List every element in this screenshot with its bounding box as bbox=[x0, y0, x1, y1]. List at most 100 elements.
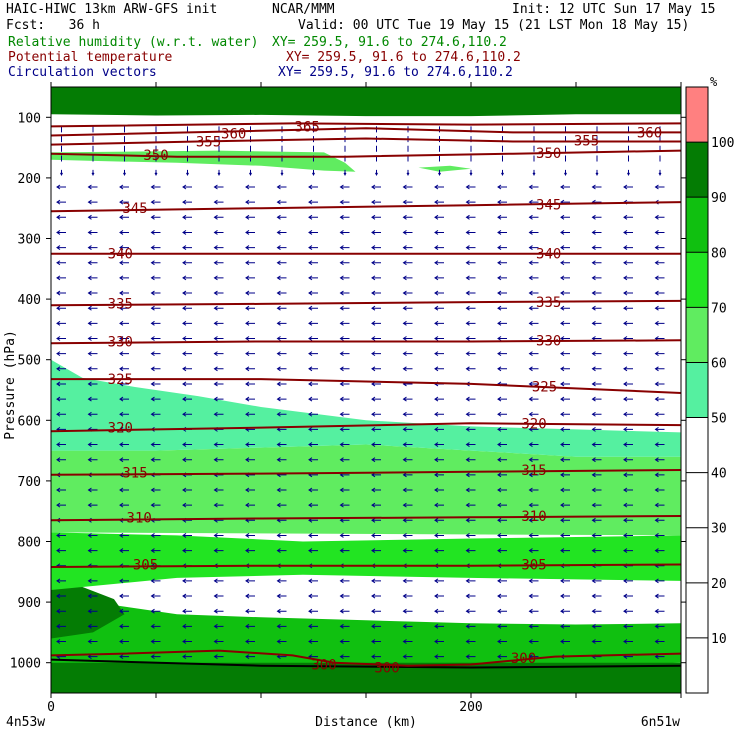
wind-vector bbox=[528, 411, 539, 417]
wind-vector bbox=[56, 336, 66, 341]
wind-vector bbox=[308, 502, 318, 508]
wind-vector bbox=[87, 623, 98, 629]
wind-vector bbox=[434, 472, 444, 478]
wind-vector bbox=[591, 548, 602, 554]
wind-vector bbox=[308, 290, 318, 296]
wind-vector bbox=[654, 639, 665, 644]
wind-vector bbox=[623, 275, 633, 281]
wind-vector bbox=[654, 426, 665, 432]
wind-vector bbox=[56, 593, 66, 599]
wind-vector bbox=[560, 320, 570, 326]
wind-vector bbox=[497, 184, 507, 190]
theta-contour-label: 360 bbox=[221, 127, 246, 143]
wind-vector bbox=[87, 396, 98, 402]
wind-vector bbox=[245, 351, 255, 357]
rh-region-8 bbox=[418, 165, 471, 172]
wind-vector bbox=[465, 426, 476, 432]
wind-vector bbox=[402, 351, 413, 357]
wind-vector bbox=[276, 442, 287, 447]
wind-vector bbox=[56, 305, 66, 311]
theta-contour-label: 315 bbox=[122, 465, 147, 481]
wind-vector bbox=[56, 351, 66, 357]
wind-vector bbox=[213, 457, 224, 463]
theta-contour-335 bbox=[51, 299, 681, 307]
rh-region-6 bbox=[51, 359, 681, 457]
wind-vector bbox=[182, 381, 192, 387]
wind-vector bbox=[371, 290, 381, 296]
wind-vector bbox=[434, 623, 444, 629]
wind-vector bbox=[402, 199, 413, 205]
wind-vector bbox=[213, 608, 224, 614]
colorbar-segment-5 bbox=[686, 142, 708, 198]
wind-vector bbox=[402, 487, 413, 493]
wind-vector bbox=[371, 184, 381, 190]
wind-vector bbox=[560, 230, 570, 235]
theta-contour-label: 320 bbox=[521, 416, 546, 432]
wind-vector bbox=[245, 320, 255, 326]
wind-vector bbox=[123, 169, 126, 176]
wind-vector bbox=[182, 533, 192, 538]
wind-vector bbox=[213, 199, 224, 205]
wind-vector bbox=[119, 639, 129, 644]
wind-vector bbox=[434, 608, 444, 614]
wind-vector bbox=[497, 578, 507, 584]
wind-vector bbox=[245, 548, 255, 554]
wind-vector bbox=[186, 169, 189, 176]
wind-vector bbox=[371, 214, 381, 220]
wind-vector bbox=[87, 184, 98, 190]
theta-contour-label: 300 bbox=[374, 661, 399, 677]
y-tick-label: 300 bbox=[18, 233, 41, 248]
wind-vector bbox=[465, 230, 476, 235]
wind-vector bbox=[654, 290, 665, 296]
theta-contour-350 bbox=[51, 149, 681, 158]
wind-vector bbox=[528, 502, 539, 508]
wind-vector bbox=[182, 199, 192, 205]
wind-vector bbox=[623, 517, 633, 523]
theta-contour-label: 325 bbox=[108, 372, 133, 388]
wind-vector bbox=[87, 548, 98, 554]
wind-vector bbox=[497, 230, 507, 235]
wind-vector bbox=[654, 578, 665, 584]
wind-vector bbox=[497, 472, 507, 478]
theta-contour-355 bbox=[51, 137, 681, 146]
colorbar-label: 40 bbox=[711, 467, 727, 482]
wind-vector bbox=[623, 351, 633, 357]
wind-vector bbox=[591, 533, 602, 538]
wind-vector bbox=[339, 426, 350, 432]
wind-vector bbox=[87, 336, 98, 341]
wind-vector bbox=[560, 623, 570, 629]
wind-vector bbox=[497, 290, 507, 296]
wind-vector bbox=[465, 472, 476, 478]
wind-vector bbox=[654, 396, 665, 402]
wind-vector bbox=[434, 639, 444, 644]
wind-vector bbox=[213, 214, 224, 220]
wind-vector bbox=[654, 411, 665, 417]
wind-vector bbox=[591, 396, 602, 402]
wind-vector bbox=[119, 578, 129, 584]
wind-vector bbox=[150, 366, 161, 372]
wind-vector bbox=[402, 230, 413, 235]
wind-vector bbox=[339, 320, 350, 326]
wind-vector bbox=[371, 608, 381, 614]
wind-vector bbox=[119, 199, 129, 205]
wind-vector bbox=[119, 275, 129, 281]
wind-vector bbox=[119, 320, 129, 326]
wind-vector bbox=[560, 411, 570, 417]
wind-vector bbox=[119, 548, 129, 554]
wind-vector bbox=[591, 260, 602, 266]
wind-vector bbox=[501, 169, 504, 176]
wind-vector bbox=[343, 169, 347, 176]
endpoint-right-label: 6n51w bbox=[641, 715, 680, 730]
wind-vector bbox=[245, 487, 255, 493]
wind-vector bbox=[308, 366, 318, 372]
wind-vector bbox=[465, 184, 476, 190]
wind-vector bbox=[119, 411, 129, 417]
wind-vector bbox=[465, 608, 476, 614]
wind-vector bbox=[56, 533, 66, 538]
wind-vector bbox=[434, 290, 444, 296]
y-tick-label: 500 bbox=[18, 354, 41, 369]
wind-vector bbox=[371, 305, 381, 311]
wind-vector bbox=[532, 169, 536, 176]
wind-vector bbox=[56, 260, 66, 266]
wind-vector bbox=[595, 169, 599, 176]
